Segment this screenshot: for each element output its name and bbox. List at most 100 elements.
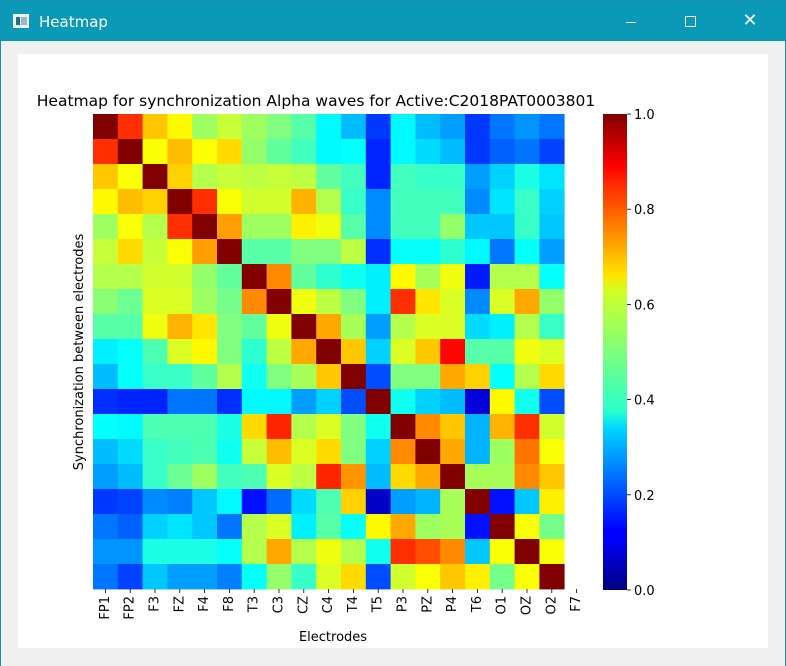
heatmap-cell <box>489 189 515 215</box>
heatmap-cell <box>266 464 292 490</box>
heatmap-cell <box>514 489 540 515</box>
heatmap-cell <box>539 564 565 590</box>
heatmap-cell <box>489 489 515 515</box>
heatmap-cell <box>440 189 466 215</box>
heatmap-cell <box>93 139 119 165</box>
heatmap-cell <box>266 414 292 440</box>
heatmap-cell <box>489 139 515 165</box>
heatmap-cell <box>241 214 267 240</box>
heatmap-cell <box>142 414 168 440</box>
heatmap-cell <box>217 389 243 415</box>
heatmap-cell <box>266 214 292 240</box>
heatmap-cell <box>192 314 218 340</box>
x-tick-label: T3 <box>247 596 262 613</box>
chart-title: Heatmap for synchronization Alpha waves … <box>37 92 596 110</box>
heatmap-cell <box>266 264 292 290</box>
heatmap-cell <box>390 389 416 415</box>
heatmap-cell <box>365 289 391 315</box>
x-tick-label: F8 <box>222 596 237 612</box>
heatmap-cell <box>217 514 243 540</box>
heatmap-cell <box>291 164 317 190</box>
heatmap-cell <box>415 164 441 190</box>
x-axis-label: Electrodes <box>299 630 367 645</box>
heatmap-cell <box>514 364 540 390</box>
title-bar[interactable]: Heatmap ✕ <box>1 1 785 41</box>
heatmap-cell <box>440 564 466 590</box>
heatmap-cell <box>341 214 367 240</box>
heatmap-cell <box>489 439 515 465</box>
heatmap-cell <box>142 189 168 215</box>
window-title: Heatmap <box>39 13 108 31</box>
heatmap-cell <box>489 464 515 490</box>
heatmap-cell <box>117 264 143 290</box>
heatmap-cell <box>489 264 515 290</box>
heatmap-cell <box>192 264 218 290</box>
heatmap-cell <box>192 289 218 315</box>
heatmap-cell <box>539 364 565 390</box>
heatmap-cell <box>117 164 143 190</box>
maximize-button[interactable] <box>661 1 719 41</box>
heatmap-cell <box>291 464 317 490</box>
heatmap-cell <box>365 339 391 365</box>
heatmap-cell <box>217 289 243 315</box>
heatmap-cell <box>266 239 292 265</box>
heatmap-cell <box>539 514 565 540</box>
x-tick-label: F4 <box>197 596 212 612</box>
heatmap-cell <box>217 264 243 290</box>
heatmap-cell <box>316 414 342 440</box>
heatmap-cell <box>192 439 218 465</box>
heatmap-cell <box>316 539 342 565</box>
heatmap-cell <box>514 239 540 265</box>
heatmap-chart: Heatmap for synchronization Alpha waves … <box>37 92 655 645</box>
heatmap-cell <box>365 514 391 540</box>
heatmap-cell <box>341 114 367 140</box>
x-tick-label: PZ <box>420 596 435 613</box>
heatmap-cell <box>514 189 540 215</box>
heatmap-cell <box>241 539 267 565</box>
heatmap-cell <box>93 564 119 590</box>
heatmap-cell <box>167 264 193 290</box>
heatmap-cell <box>217 539 243 565</box>
heatmap-cell <box>142 114 168 140</box>
heatmap-cell <box>117 339 143 365</box>
heatmap-cell <box>390 239 416 265</box>
heatmap-cell <box>465 514 491 540</box>
heatmap-cell <box>440 339 466 365</box>
heatmap-cell <box>365 264 391 290</box>
heatmap-cell <box>266 539 292 565</box>
heatmap-cell <box>489 339 515 365</box>
heatmap-cell <box>390 564 416 590</box>
heatmap-cell <box>415 364 441 390</box>
heatmap-cell <box>514 464 540 490</box>
heatmap-cell <box>192 539 218 565</box>
heatmap-cell <box>217 439 243 465</box>
heatmap-cell <box>217 139 243 165</box>
heatmap-cell <box>489 539 515 565</box>
heatmap-cell <box>539 189 565 215</box>
heatmap-cell <box>514 214 540 240</box>
heatmap-cell <box>465 239 491 265</box>
heatmap-cell <box>514 539 540 565</box>
heatmap-cell <box>167 214 193 240</box>
heatmap-cell <box>117 139 143 165</box>
heatmap-cell <box>93 264 119 290</box>
minimize-button[interactable] <box>602 1 660 41</box>
heatmap-cell <box>291 189 317 215</box>
heatmap-cell <box>341 514 367 540</box>
heatmap-cell <box>341 364 367 390</box>
heatmap-cell <box>390 539 416 565</box>
heatmap-cell <box>167 414 193 440</box>
heatmap-cell <box>217 364 243 390</box>
close-button[interactable]: ✕ <box>721 1 779 41</box>
heatmap-cell <box>539 239 565 265</box>
heatmap-cell <box>514 339 540 365</box>
heatmap-cell <box>192 164 218 190</box>
heatmap-cell <box>167 189 193 215</box>
heatmap-cell <box>440 464 466 490</box>
heatmap-cell <box>465 264 491 290</box>
heatmap-cell <box>440 514 466 540</box>
heatmap-cell <box>390 114 416 140</box>
heatmap-cell <box>365 189 391 215</box>
heatmap-cell <box>365 214 391 240</box>
heatmap-cell <box>241 564 267 590</box>
